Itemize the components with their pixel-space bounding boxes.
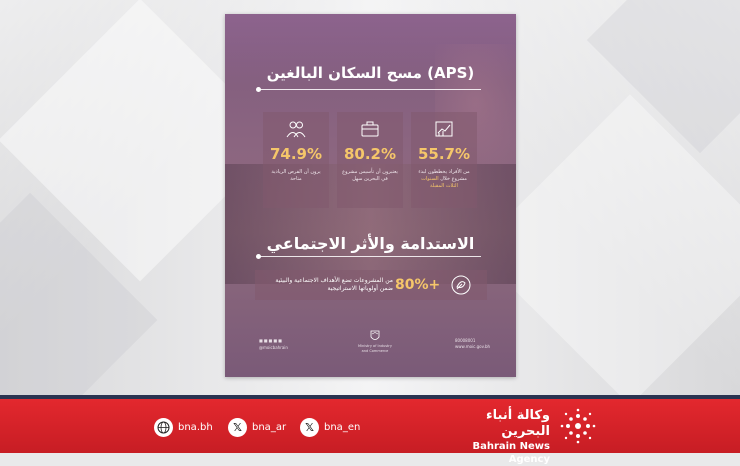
social-icons: ■■■■■ bbox=[259, 338, 283, 343]
brand-arabic: وكالة أنباء البحرين bbox=[486, 408, 550, 439]
social-link-x-ar[interactable]: 𝕏 bna_ar bbox=[228, 417, 286, 437]
social-label: bna_en bbox=[324, 421, 361, 433]
stat-value: 55.7% bbox=[417, 145, 471, 163]
stat-desc-highlight: السنوات الثلاث المقبلة bbox=[421, 176, 458, 189]
web-icon bbox=[154, 417, 173, 437]
stat-card-ease: 80.2% يعتبرون أن تأسيس مشروع في البحرين … bbox=[337, 112, 403, 208]
x-icon: 𝕏 bbox=[228, 417, 247, 437]
people-icon bbox=[286, 121, 306, 138]
social-link-x-en[interactable]: 𝕏 bna_en bbox=[300, 417, 360, 437]
stat-value: 74.9% bbox=[269, 145, 323, 163]
bna-brand: وكالة أنباء البحرين Bahrain News Agency bbox=[440, 408, 550, 466]
social-label: bna_ar bbox=[252, 421, 287, 433]
x-icon: 𝕏 bbox=[300, 417, 319, 437]
poster-footer: ■■■■■ @moicbahrain Ministry of Industry … bbox=[245, 330, 496, 360]
sustainability-icon bbox=[451, 275, 471, 295]
poster-social: ■■■■■ @moicbahrain bbox=[259, 338, 288, 350]
brand-english: Bahrain News Agency bbox=[472, 441, 550, 465]
stat-desc: يعتبرون أن تأسيس مشروع في البحرين سهل bbox=[342, 169, 398, 182]
infographic-poster: مسح السكان البالغين (APS) 74.9% يرون أن … bbox=[225, 14, 516, 377]
chart-icon bbox=[435, 121, 453, 137]
bna-logo-icon bbox=[560, 408, 596, 444]
stat-value: 80.2% bbox=[343, 145, 397, 163]
stat-card-opportunities: 74.9% يرون أن الفرص الريادية متاحة bbox=[263, 112, 329, 208]
social-label: bna.bh bbox=[178, 421, 213, 433]
briefcase-icon bbox=[361, 121, 379, 137]
poster-contact: 80008001 www.moic.gov.bh bbox=[455, 338, 491, 349]
impact-value: 80%+ bbox=[395, 277, 441, 293]
divider bbox=[259, 256, 481, 257]
poster-title-aps: مسح السكان البالغين (APS) bbox=[266, 64, 475, 82]
divider bbox=[259, 89, 481, 90]
stat-desc: يرون أن الفرص الريادية متاحة bbox=[271, 169, 321, 182]
ministry-logo: Ministry of Industry and Commerce bbox=[355, 330, 395, 354]
impact-desc: من المشروعات تضع الأهداف الاجتماعية والب… bbox=[275, 277, 393, 292]
poster-title-sustainability: الاستدامة والأثر الاجتماعي bbox=[266, 234, 475, 253]
impact-card: من المشروعات تضع الأهداف الاجتماعية والب… bbox=[255, 270, 487, 300]
social-link-web[interactable]: bna.bh bbox=[154, 417, 213, 437]
stat-card-plans: 55.7% من الأفراد يخططون لبدء مشروع خلال … bbox=[411, 112, 477, 208]
emblem-icon bbox=[370, 330, 380, 340]
stat-desc: من الأفراد يخططون لبدء مشروع خلال السنوا… bbox=[418, 169, 470, 189]
bna-bottom-bar: bna.bh 𝕏 bna_ar 𝕏 bna_en وكالة أنباء الب… bbox=[0, 395, 740, 465]
